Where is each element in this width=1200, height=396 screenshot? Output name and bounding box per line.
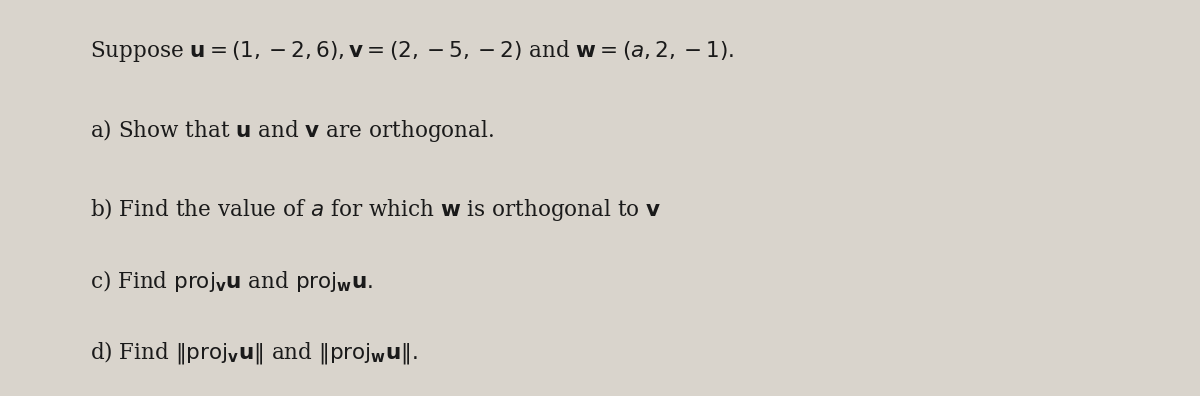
Text: b) Find the value of $a$ for which $\mathbf{w}$ is orthogonal to $\mathbf{v}$: b) Find the value of $a$ for which $\mat… — [90, 196, 661, 223]
Text: d) Find $\|\mathrm{proj}_{\mathbf{v}}\mathbf{u}\|$ and $\|\mathrm{proj}_{\mathbf: d) Find $\|\mathrm{proj}_{\mathbf{v}}\ma… — [90, 339, 418, 366]
Text: Suppose $\mathbf{u} = (1, -2, 6), \mathbf{v} = (2, -5, -2)$ and $\mathbf{w} = (a: Suppose $\mathbf{u} = (1, -2, 6), \mathb… — [90, 38, 734, 65]
Text: c) Find $\mathrm{proj}_{\mathbf{v}}\mathbf{u}$ and $\mathrm{proj}_{\mathbf{w}}\m: c) Find $\mathrm{proj}_{\mathbf{v}}\math… — [90, 268, 373, 294]
Text: a) Show that $\mathbf{u}$ and $\mathbf{v}$ are orthogonal.: a) Show that $\mathbf{u}$ and $\mathbf{v… — [90, 117, 494, 144]
